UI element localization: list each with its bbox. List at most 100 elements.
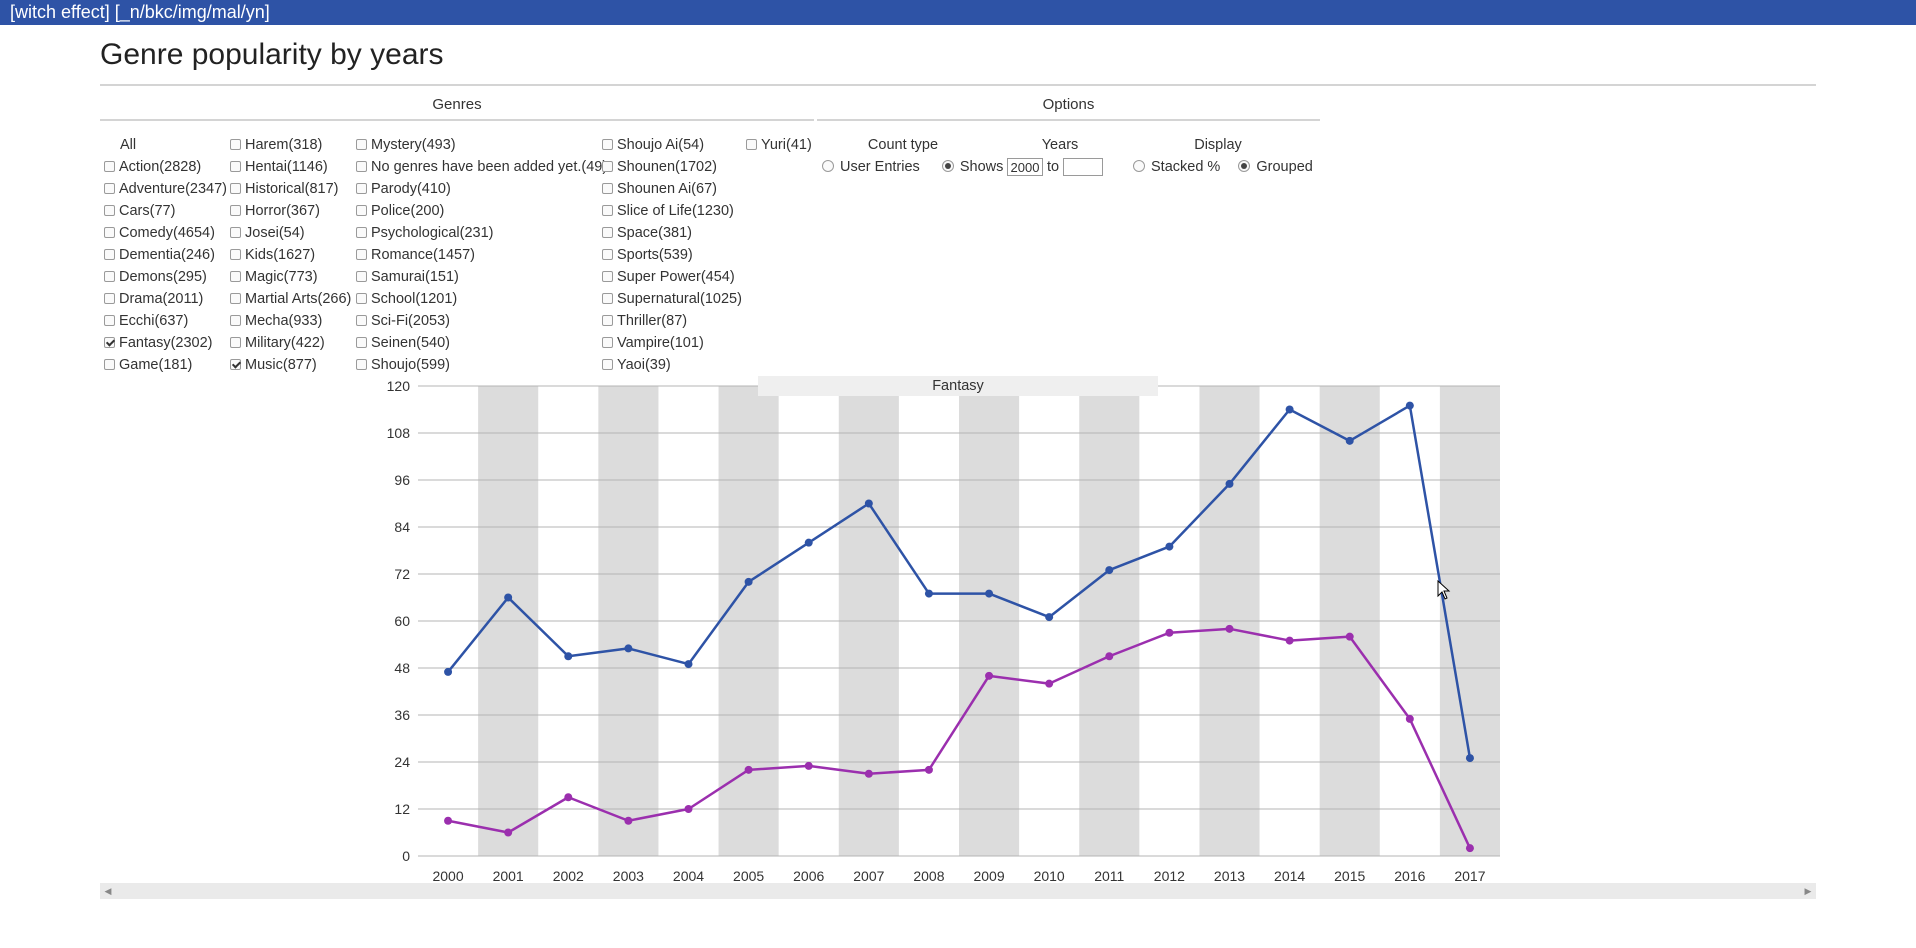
year-from-input[interactable]: 2000 bbox=[1007, 158, 1043, 177]
genre-option[interactable]: Fantasy(2302) bbox=[104, 332, 227, 354]
genre-option[interactable]: Romance(1457) bbox=[356, 244, 607, 266]
genre-option[interactable]: School(1201) bbox=[356, 288, 607, 310]
genre-checkbox[interactable] bbox=[602, 293, 613, 304]
genre-checkbox[interactable] bbox=[230, 271, 241, 282]
genre-checkbox[interactable] bbox=[230, 315, 241, 326]
grouped-radio[interactable] bbox=[1238, 160, 1251, 172]
genre-checkbox[interactable] bbox=[230, 293, 241, 304]
genre-checkbox[interactable] bbox=[230, 249, 241, 260]
genre-option[interactable]: Seinen(540) bbox=[356, 332, 607, 354]
genre-checkbox[interactable] bbox=[356, 139, 367, 150]
genre-option[interactable]: Martial Arts(266) bbox=[230, 288, 351, 310]
genre-checkbox[interactable] bbox=[230, 227, 241, 238]
genre-checkbox[interactable] bbox=[356, 205, 367, 216]
genre-checkbox[interactable] bbox=[356, 271, 367, 282]
genre-checkbox[interactable] bbox=[356, 293, 367, 304]
genre-option[interactable]: Shounen(1702) bbox=[602, 156, 742, 178]
genre-checkbox[interactable] bbox=[104, 271, 115, 282]
genre-checkbox[interactable] bbox=[230, 205, 241, 216]
genre-option[interactable]: Cars(77) bbox=[104, 200, 227, 222]
genre-option[interactable]: Magic(773) bbox=[230, 266, 351, 288]
genre-checkbox[interactable] bbox=[602, 161, 613, 172]
genre-option[interactable]: Super Power(454) bbox=[602, 266, 742, 288]
genre-option[interactable]: Action(2828) bbox=[104, 156, 227, 178]
genre-checkbox[interactable] bbox=[746, 139, 757, 150]
genre-option[interactable]: Horror(367) bbox=[230, 200, 351, 222]
year-to-input[interactable] bbox=[1063, 158, 1104, 177]
genre-checkbox[interactable] bbox=[104, 293, 115, 304]
genre-option[interactable]: Ecchi(637) bbox=[104, 310, 227, 332]
genre-checkbox[interactable] bbox=[230, 139, 241, 150]
genre-checkbox[interactable] bbox=[230, 161, 241, 172]
genre-option[interactable]: Harem(318) bbox=[230, 134, 351, 156]
genre-option[interactable]: Josei(54) bbox=[230, 222, 351, 244]
genre-checkbox[interactable] bbox=[104, 161, 115, 172]
genre-checkbox[interactable] bbox=[104, 337, 115, 348]
genre-option[interactable]: Shoujo(599) bbox=[356, 354, 607, 376]
genre-option[interactable]: All bbox=[104, 134, 227, 156]
genre-option[interactable]: Sci-Fi(2053) bbox=[356, 310, 607, 332]
genre-checkbox[interactable] bbox=[602, 183, 613, 194]
stacked-percent-radio[interactable] bbox=[1133, 160, 1145, 172]
genre-checkbox[interactable] bbox=[602, 227, 613, 238]
genre-checkbox[interactable] bbox=[104, 315, 115, 326]
genre-option[interactable]: Psychological(231) bbox=[356, 222, 607, 244]
genre-checkbox[interactable] bbox=[230, 183, 241, 194]
genre-checkbox[interactable] bbox=[602, 249, 613, 260]
genre-option[interactable]: Comedy(4654) bbox=[104, 222, 227, 244]
genre-checkbox[interactable] bbox=[104, 249, 115, 260]
genre-checkbox[interactable] bbox=[104, 359, 115, 370]
genre-option[interactable]: Military(422) bbox=[230, 332, 351, 354]
genre-checkbox[interactable] bbox=[602, 139, 613, 150]
genre-option[interactable]: Yuri(41) bbox=[746, 134, 812, 156]
genre-option[interactable]: Parody(410) bbox=[356, 178, 607, 200]
genre-option[interactable]: Hentai(1146) bbox=[230, 156, 351, 178]
genre-option[interactable]: Thriller(87) bbox=[602, 310, 742, 332]
genre-option[interactable]: Game(181) bbox=[104, 354, 227, 376]
genre-checkbox[interactable] bbox=[602, 337, 613, 348]
genre-option[interactable]: Adventure(2347) bbox=[104, 178, 227, 200]
genre-checkbox[interactable] bbox=[104, 227, 115, 238]
shows-radio[interactable] bbox=[941, 160, 954, 172]
genre-option[interactable]: Kids(1627) bbox=[230, 244, 351, 266]
user-entries-radio[interactable] bbox=[822, 160, 834, 172]
genre-option[interactable]: Historical(817) bbox=[230, 178, 351, 200]
genre-option[interactable]: Mecha(933) bbox=[230, 310, 351, 332]
genre-option[interactable]: Space(381) bbox=[602, 222, 742, 244]
genre-checkbox[interactable] bbox=[356, 183, 367, 194]
genre-checkbox[interactable] bbox=[356, 227, 367, 238]
genre-option[interactable]: Vampire(101) bbox=[602, 332, 742, 354]
genre-checkbox[interactable] bbox=[602, 205, 613, 216]
genre-option[interactable]: Police(200) bbox=[356, 200, 607, 222]
genre-checkbox[interactable] bbox=[356, 315, 367, 326]
genre-option[interactable]: Demons(295) bbox=[104, 266, 227, 288]
genre-option[interactable]: Supernatural(1025) bbox=[602, 288, 742, 310]
genre-option[interactable]: Shounen Ai(67) bbox=[602, 178, 742, 200]
data-point bbox=[1405, 401, 1414, 410]
genre-option[interactable]: Shoujo Ai(54) bbox=[602, 134, 742, 156]
genre-option[interactable]: Mystery(493) bbox=[356, 134, 607, 156]
genre-option[interactable]: Music(877) bbox=[230, 354, 351, 376]
genre-option[interactable]: No genres have been added yet.(49) bbox=[356, 156, 607, 178]
genre-checkbox[interactable] bbox=[356, 161, 367, 172]
genre-checkbox[interactable] bbox=[230, 337, 241, 348]
genre-checkbox[interactable] bbox=[602, 315, 613, 326]
genre-checkbox[interactable] bbox=[602, 271, 613, 282]
y-tick-label: 72 bbox=[394, 566, 410, 582]
genre-option[interactable]: Dementia(246) bbox=[104, 244, 227, 266]
genre-option[interactable]: Slice of Life(1230) bbox=[602, 200, 742, 222]
genre-option[interactable]: Yaoi(39) bbox=[602, 354, 742, 376]
genre-option[interactable]: Sports(539) bbox=[602, 244, 742, 266]
genre-checkbox[interactable] bbox=[356, 359, 367, 370]
genre-option[interactable]: Drama(2011) bbox=[104, 288, 227, 310]
horizontal-scrollbar[interactable]: ◀ ▶ bbox=[100, 883, 1816, 899]
genre-checkbox[interactable] bbox=[230, 359, 241, 370]
genre-checkbox[interactable] bbox=[104, 183, 115, 194]
scroll-right-icon[interactable]: ▶ bbox=[1804, 886, 1812, 896]
genre-checkbox[interactable] bbox=[602, 359, 613, 370]
genre-option[interactable]: Samurai(151) bbox=[356, 266, 607, 288]
genre-checkbox[interactable] bbox=[356, 337, 367, 348]
scroll-left-icon[interactable]: ◀ bbox=[104, 886, 112, 896]
genre-checkbox[interactable] bbox=[104, 205, 115, 216]
genre-checkbox[interactable] bbox=[356, 249, 367, 260]
